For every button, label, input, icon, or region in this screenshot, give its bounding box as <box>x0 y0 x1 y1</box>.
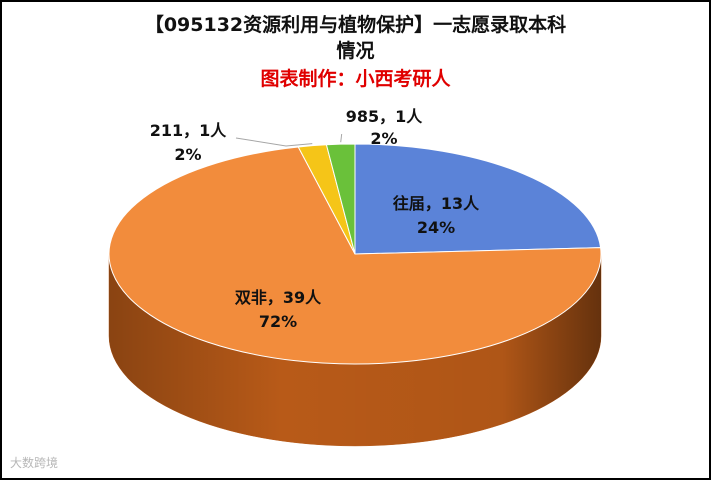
leader-lines <box>235 133 343 147</box>
title-line-2: 情况 <box>336 40 375 62</box>
label-shuangfei-pct: 72% <box>259 312 297 331</box>
title-line-1: 【095132资源利用与植物保护】一志愿录取本科 <box>144 14 567 36</box>
label-shuangfei-count: 双非，39人 <box>235 288 322 307</box>
label-985-count: 985，1人 <box>346 107 424 126</box>
pie-side-shade-1-0 <box>109 254 601 446</box>
leader-line-985 <box>340 133 343 143</box>
label-211-count: 211，1人 <box>150 121 228 140</box>
leader-line-211 <box>235 137 313 147</box>
data-labels: 往届，13人 24% 双非，39人 72% 211，1人 2% 985，1人 2… <box>150 107 480 331</box>
chart-subtitle: 图表制作：小西考研人 <box>260 68 451 90</box>
pie-top-faces <box>108 143 602 365</box>
pie-slice-985 <box>325 143 356 255</box>
pie-slice-双非 <box>108 146 602 365</box>
pie-slice-往届 <box>354 143 602 255</box>
label-wangjie-count: 往届，13人 <box>393 194 480 213</box>
label-985-pct: 2% <box>370 129 397 148</box>
label-211-pct: 2% <box>174 145 201 164</box>
label-wangjie-pct: 24% <box>417 218 455 237</box>
watermark: 大数跨境 <box>10 456 59 470</box>
chart-title: 【095132资源利用与植物保护】一志愿录取本科 情况 <box>0 12 711 64</box>
